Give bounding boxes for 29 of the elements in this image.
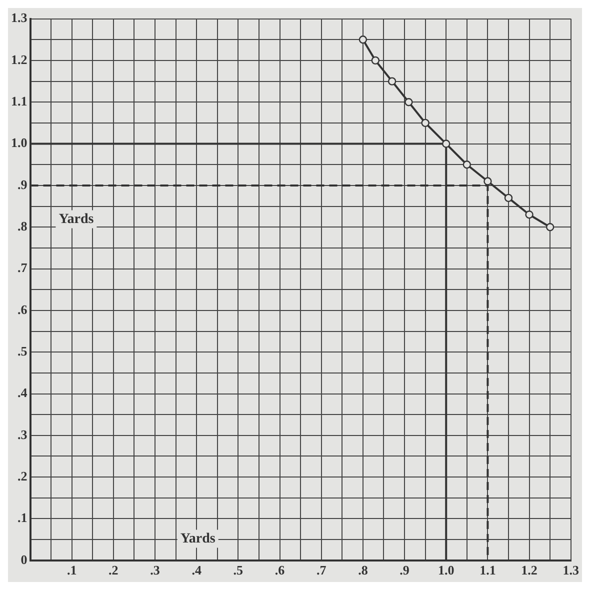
y-tick-label: 1.0 bbox=[11, 135, 28, 150]
x-tick-label: .1 bbox=[66, 562, 77, 578]
x-tick-label: .3 bbox=[150, 562, 160, 578]
y-tick-label: .6 bbox=[18, 302, 28, 317]
x-tick-label: .9 bbox=[400, 562, 410, 578]
x-tick-label: .7 bbox=[316, 562, 327, 578]
x-tick-label: 1.0 bbox=[438, 562, 454, 578]
x-axis-title: Yards bbox=[180, 531, 216, 546]
y-tick-label: 1.1 bbox=[11, 93, 28, 108]
y-tick-label: 1.2 bbox=[11, 52, 28, 67]
y-tick-label: .1 bbox=[18, 510, 28, 526]
x-tick-label: .8 bbox=[358, 562, 368, 578]
y-tick-label: 0 bbox=[20, 552, 28, 567]
y-tick-label: .2 bbox=[18, 468, 28, 484]
y-tick-label: 1.3 bbox=[11, 10, 28, 26]
x-tick-label: .6 bbox=[274, 562, 286, 578]
x-tick-label: .2 bbox=[108, 562, 118, 578]
x-tick-label: 1.2 bbox=[521, 562, 538, 578]
y-tick-label: .3 bbox=[18, 426, 28, 442]
x-tick-label: 1.3 bbox=[562, 562, 580, 578]
y-axis-title: Yards bbox=[58, 212, 94, 227]
y-tick-label: .8 bbox=[18, 218, 28, 234]
y-tick-label: .5 bbox=[18, 343, 28, 358]
y-tick-label: .9 bbox=[18, 176, 28, 192]
y-tick-label: .7 bbox=[18, 260, 28, 276]
x-tick-label: 1.1 bbox=[480, 562, 496, 578]
x-tick-label: .4 bbox=[192, 562, 202, 578]
x-tick-label: .5 bbox=[233, 562, 244, 578]
y-tick-label: .4 bbox=[18, 385, 28, 400]
